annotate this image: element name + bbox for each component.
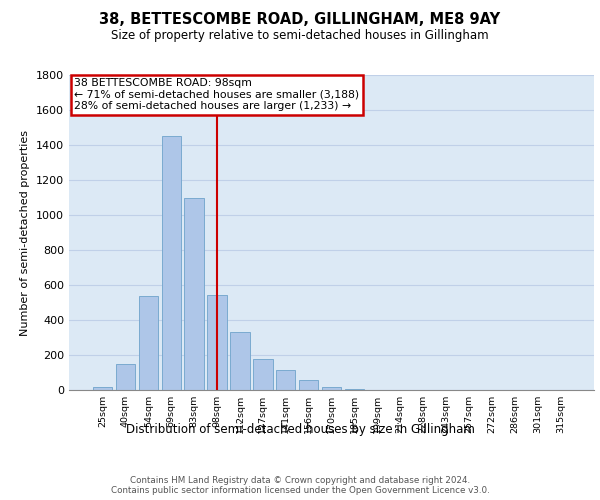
Bar (208, 294, 227, 390)
Bar (161, 136, 181, 390)
Bar (253, 358, 272, 390)
Text: 38 BETTESCOMBE ROAD: 98sqm
← 71% of semi-detached houses are smaller (3,188)
28%: 38 BETTESCOMBE ROAD: 98sqm ← 71% of semi… (74, 78, 359, 112)
Bar (344, 389, 364, 390)
Bar (184, 198, 204, 390)
Text: Size of property relative to semi-detached houses in Gillingham: Size of property relative to semi-detach… (111, 29, 489, 42)
Text: Distribution of semi-detached houses by size in Gillingham: Distribution of semi-detached houses by … (125, 422, 475, 436)
Text: 38, BETTESCOMBE ROAD, GILLINGHAM, ME8 9AY: 38, BETTESCOMBE ROAD, GILLINGHAM, ME8 9A… (100, 12, 500, 28)
Bar (230, 332, 250, 390)
Bar (322, 388, 341, 390)
Text: Contains HM Land Registry data © Crown copyright and database right 2024.
Contai: Contains HM Land Registry data © Crown c… (110, 476, 490, 495)
Bar (139, 296, 158, 390)
Y-axis label: Number of semi-detached properties: Number of semi-detached properties (20, 130, 31, 336)
Bar (299, 380, 319, 390)
Bar (93, 386, 112, 390)
Bar (116, 364, 135, 390)
Bar (276, 370, 295, 390)
